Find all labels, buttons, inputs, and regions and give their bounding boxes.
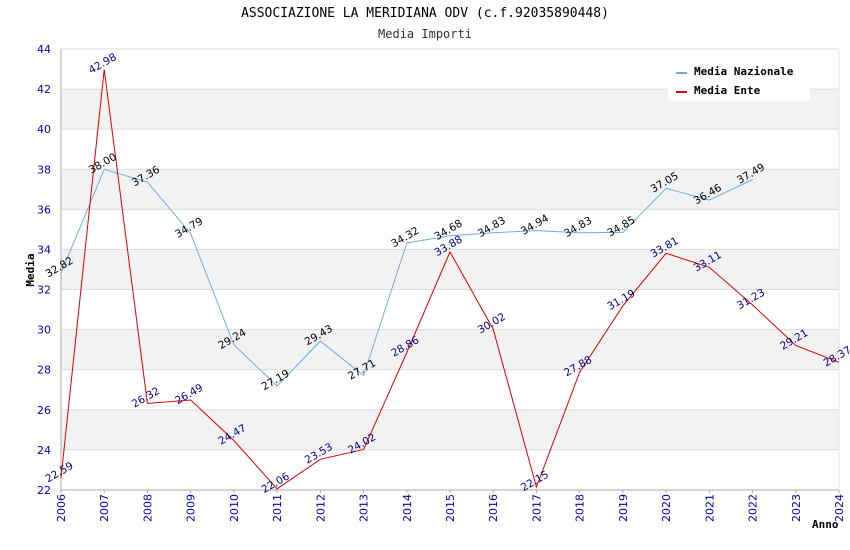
legend: Media Nazionale Media Ente bbox=[668, 59, 810, 101]
plot-band bbox=[61, 249, 839, 290]
data-label-ente: 22.59 bbox=[43, 460, 75, 485]
x-tick-labels: 2006 2007 2008 2009 2010 2011 2012 2013 2014 2015… bbox=[55, 490, 846, 522]
y-tick-label: 40 bbox=[37, 123, 51, 136]
x-tick-label: 2021 bbox=[703, 494, 716, 522]
x-tick-label: 2015 bbox=[444, 494, 457, 522]
data-label-nazionale: 34.83 bbox=[476, 215, 508, 240]
plot-band bbox=[61, 329, 839, 370]
chart-subtitle: Media Importi bbox=[378, 27, 472, 41]
chart-title: ASSOCIAZIONE LA MERIDIANA ODV (c.f.92035… bbox=[241, 6, 609, 21]
legend-entry: Media Ente bbox=[694, 84, 761, 97]
series-line-media-nazionale bbox=[60, 168, 753, 387]
x-tick-label: 2016 bbox=[487, 494, 500, 522]
x-tick-label: 2009 bbox=[185, 494, 198, 522]
x-tick-label: 2012 bbox=[314, 494, 327, 522]
x-tick-label: 2013 bbox=[358, 494, 371, 522]
x-tick-label: 2011 bbox=[271, 494, 284, 522]
x-tick-label: 2014 bbox=[401, 494, 414, 522]
y-tick-label: 42 bbox=[37, 83, 51, 96]
y-tick-label: 28 bbox=[37, 364, 51, 377]
x-tick-label: 2024 bbox=[833, 494, 846, 522]
x-tick-label: 2008 bbox=[141, 494, 154, 522]
y-tick-label: 38 bbox=[37, 163, 51, 176]
series-lines bbox=[60, 69, 840, 490]
y-axis-label: Media bbox=[24, 253, 37, 286]
y-tick-label: 26 bbox=[37, 404, 51, 417]
x-tick-label: 2019 bbox=[617, 494, 630, 522]
x-tick-label: 2020 bbox=[660, 494, 673, 522]
plot-band bbox=[61, 409, 839, 450]
legend-box bbox=[668, 59, 810, 101]
data-label-ente: 26.49 bbox=[173, 382, 205, 407]
y-tick-label: 32 bbox=[37, 284, 51, 297]
y-tick-label: 30 bbox=[37, 324, 51, 337]
data-label-nazionale: 34.83 bbox=[562, 215, 594, 240]
gridlines bbox=[61, 48, 839, 491]
legend-entry: Media Nazionale bbox=[694, 65, 794, 78]
series-line-media-ente bbox=[60, 69, 840, 490]
y-tick-labels: 22 24 26 28 30 32 34 36 38 40 42 44 bbox=[37, 43, 51, 497]
data-label-ente: 42.98 bbox=[87, 51, 119, 76]
y-tick-label: 24 bbox=[37, 444, 51, 457]
x-tick-label: 2007 bbox=[98, 494, 111, 522]
y-tick-label: 22 bbox=[37, 484, 51, 497]
y-tick-label: 36 bbox=[37, 203, 51, 216]
data-label-ente: 31.23 bbox=[735, 287, 767, 312]
x-tick-label: 2017 bbox=[530, 494, 543, 522]
x-tick-label: 2022 bbox=[747, 494, 760, 522]
y-tick-label: 34 bbox=[37, 243, 51, 256]
x-tick-label: 2018 bbox=[574, 494, 587, 522]
plot-band bbox=[61, 169, 839, 210]
data-label-nazionale: 27.19 bbox=[260, 368, 292, 393]
data-label-nazionale: 34.94 bbox=[519, 212, 551, 238]
x-tick-label: 2010 bbox=[228, 494, 241, 522]
data-label-ente: 31.19 bbox=[605, 287, 637, 312]
x-axis-label: Anno bbox=[812, 518, 839, 531]
data-label-nazionale: 34.85 bbox=[605, 214, 637, 239]
x-tick-label: 2006 bbox=[55, 494, 68, 522]
y-tick-label: 44 bbox=[37, 43, 51, 56]
x-tick-label: 2023 bbox=[790, 494, 803, 522]
